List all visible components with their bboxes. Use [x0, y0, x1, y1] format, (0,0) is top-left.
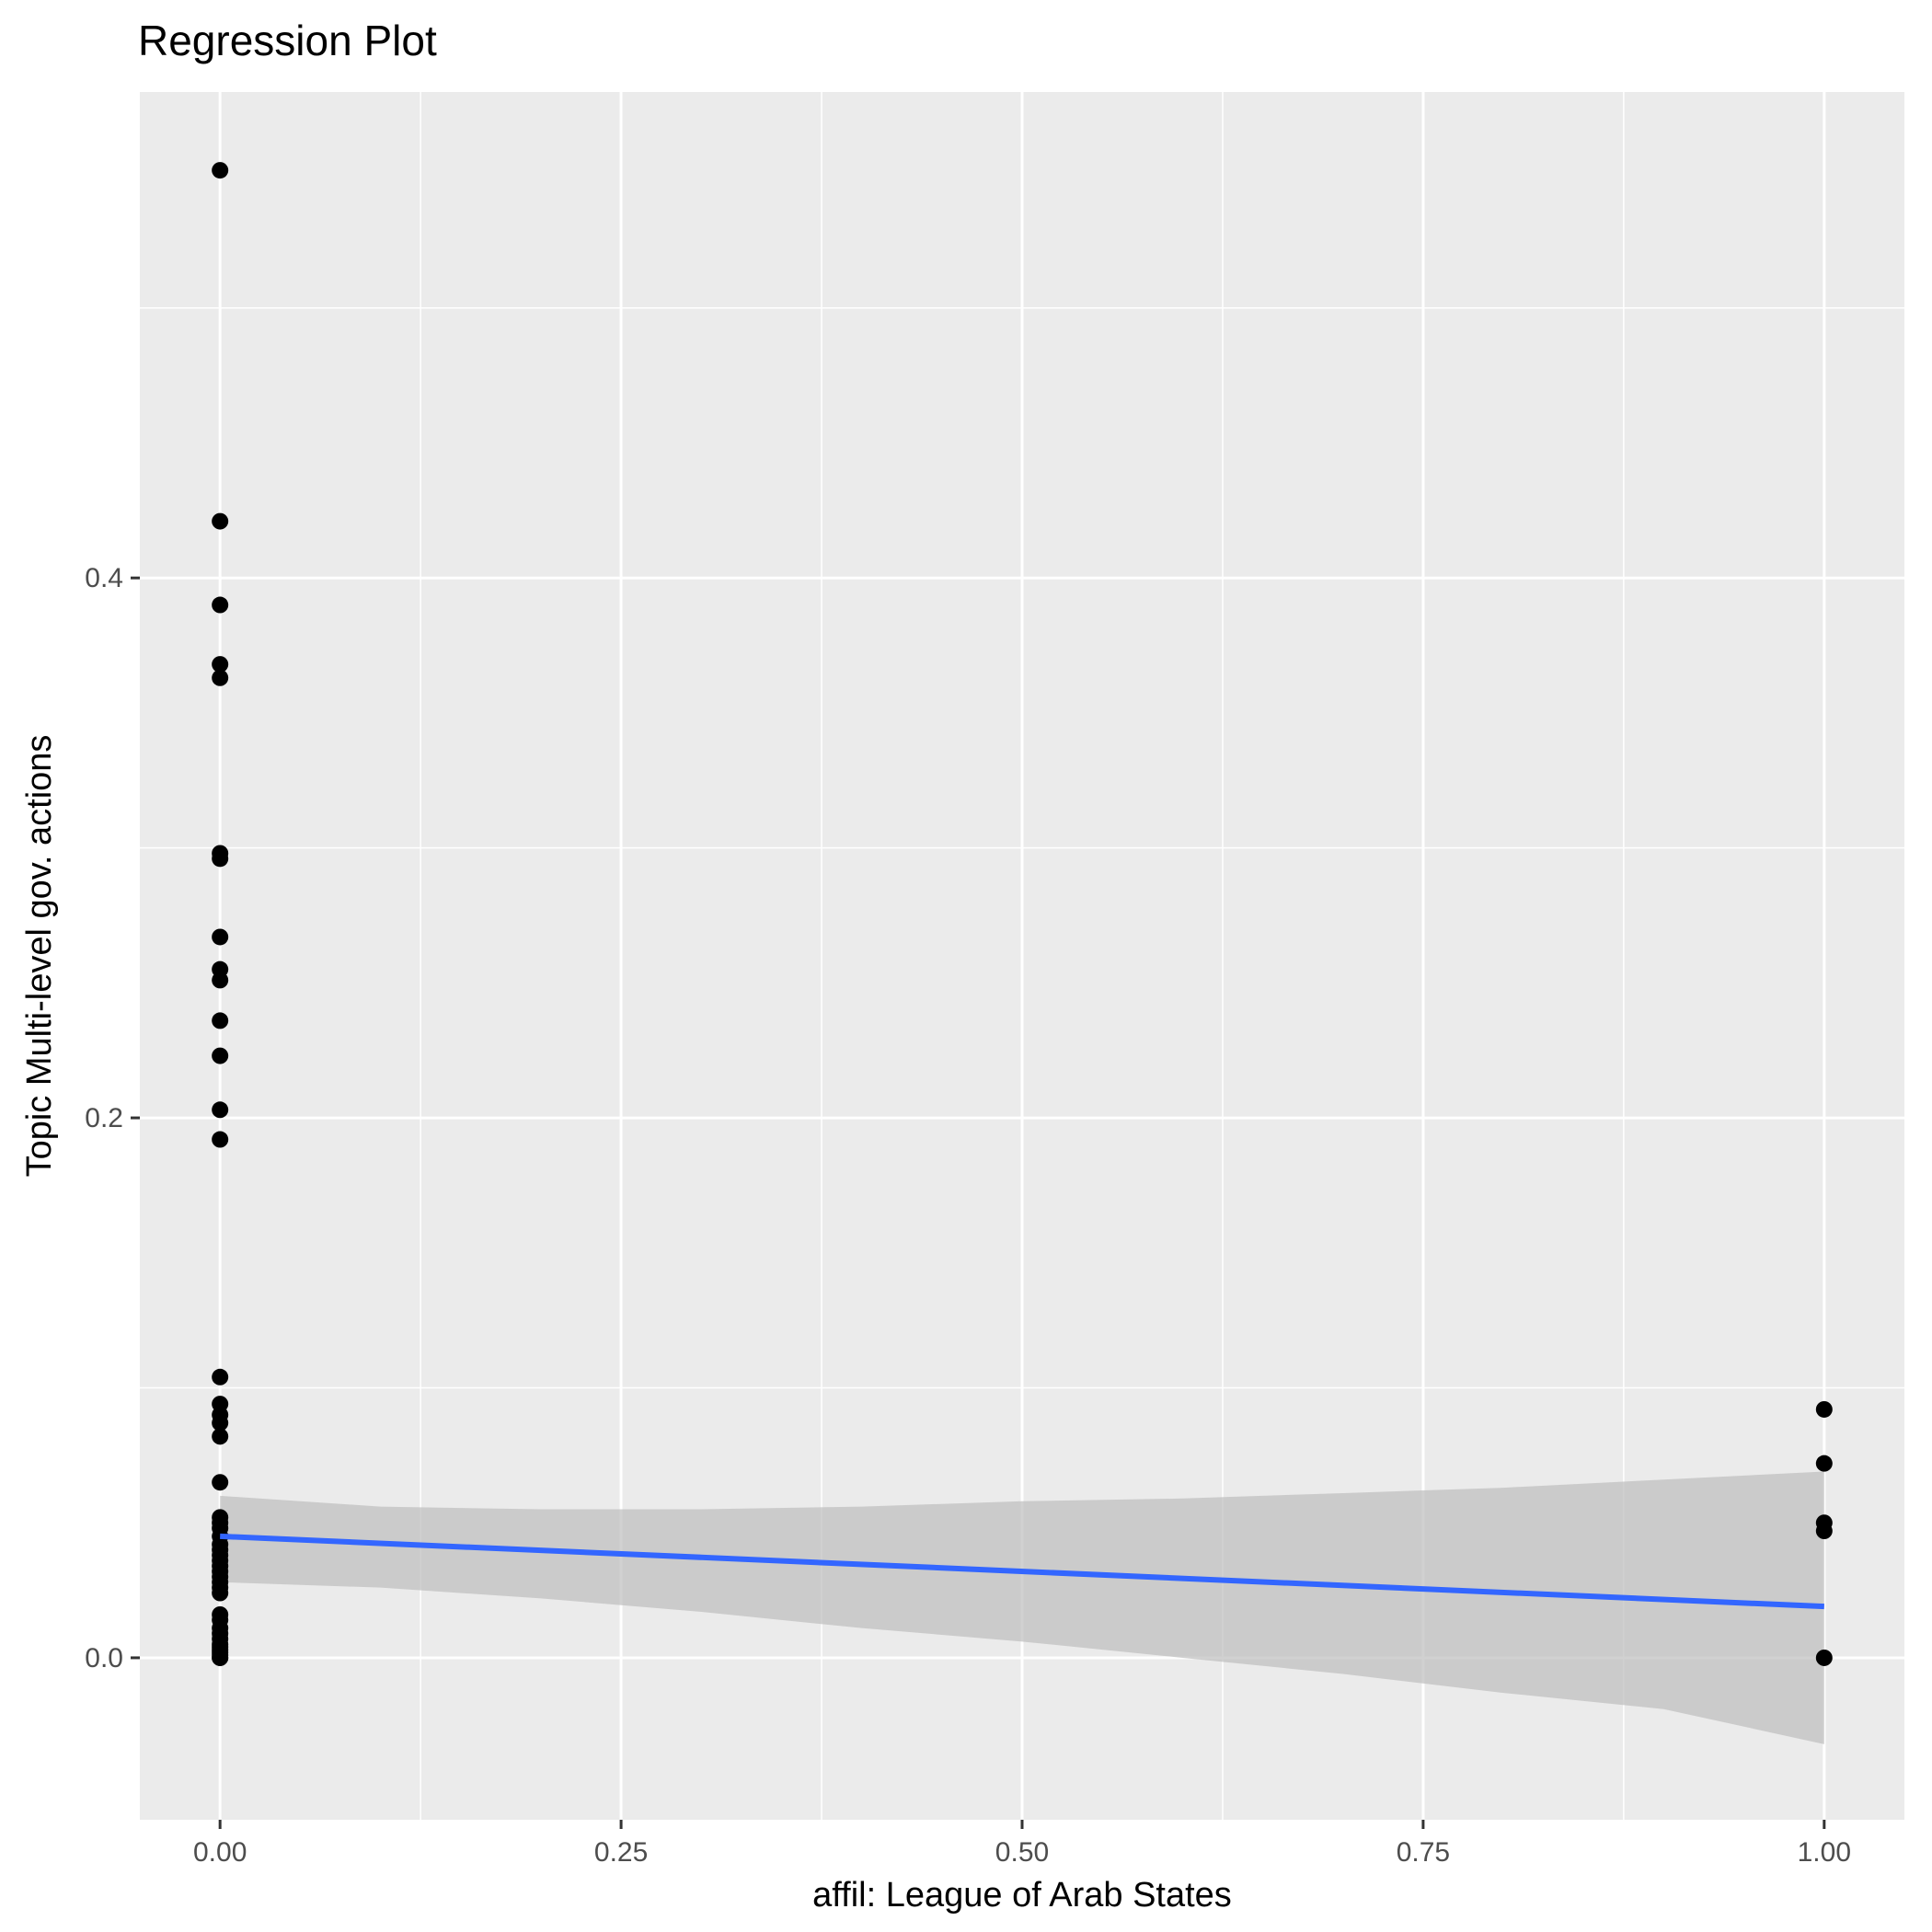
x-tick-label: 1.00 — [1798, 1837, 1851, 1868]
data-point — [1815, 1455, 1833, 1472]
chart-title: Regression Plot — [138, 17, 437, 64]
data-point — [212, 1584, 229, 1602]
x-axis: 0.00 0.25 0.50 0.75 1.00 — [193, 1820, 1851, 1868]
y-tick-label: 0.0 — [85, 1643, 123, 1673]
data-point — [1815, 1523, 1833, 1540]
data-point — [212, 656, 229, 673]
data-point — [212, 1012, 229, 1029]
confidence-ribbon-layer — [220, 1471, 1824, 1744]
data-point — [212, 1428, 229, 1445]
data-point — [212, 1101, 229, 1119]
data-point — [212, 669, 229, 686]
data-point — [1815, 1400, 1833, 1418]
data-point — [212, 596, 229, 614]
data-point — [212, 1131, 229, 1148]
regression-line-layer — [220, 1533, 1824, 1610]
data-point — [1815, 1649, 1833, 1666]
data-point — [212, 972, 229, 989]
data-points — [212, 162, 1833, 1666]
data-point — [212, 162, 229, 179]
data-point — [212, 512, 229, 530]
x-axis-title: affil: League of Arab States — [812, 1876, 1232, 1915]
data-point — [212, 1649, 229, 1666]
y-axis: 0.0 0.2 0.4 — [85, 563, 140, 1673]
data-point — [212, 850, 229, 868]
x-tick-label: 0.50 — [995, 1837, 1049, 1868]
data-point — [212, 1047, 229, 1064]
confidence-ribbon — [220, 1471, 1824, 1744]
x-tick-label: 0.00 — [193, 1837, 247, 1868]
data-point — [212, 1368, 229, 1386]
x-tick-label: 0.75 — [1397, 1837, 1450, 1868]
data-point — [212, 1474, 229, 1491]
y-axis-title: Topic Multi-level gov. actions — [20, 735, 59, 1178]
y-tick-label: 0.4 — [85, 563, 123, 593]
regression-line — [220, 1533, 1824, 1610]
data-point — [212, 1414, 229, 1432]
x-tick-label: 0.25 — [594, 1837, 648, 1868]
y-tick-label: 0.2 — [85, 1103, 123, 1133]
data-point — [212, 928, 229, 946]
